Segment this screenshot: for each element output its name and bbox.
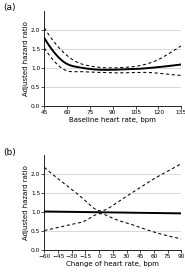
- X-axis label: Baseline heart rate, bpm: Baseline heart rate, bpm: [69, 117, 156, 123]
- Text: (a): (a): [3, 3, 16, 12]
- Y-axis label: Adjusted hazard ratio: Adjusted hazard ratio: [23, 165, 29, 240]
- Text: (b): (b): [3, 148, 16, 157]
- X-axis label: Change of heart rate, bpm: Change of heart rate, bpm: [66, 261, 159, 267]
- Y-axis label: Adjusted hazard ratio: Adjusted hazard ratio: [23, 21, 29, 96]
